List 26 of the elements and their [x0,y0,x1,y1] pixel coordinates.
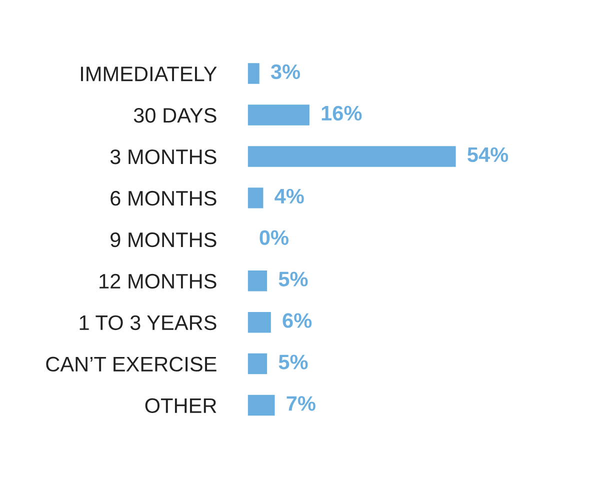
bar [248,394,275,416]
data-label: 5% [278,272,308,286]
bar [248,188,264,208]
bar [248,63,260,84]
y-tick-label: 3 MONTHS [110,149,216,164]
data-label: 16% [322,106,362,121]
y-tick-label: CAN’T EXERCISE [46,356,216,372]
y-tick-label: 1 TO 3 YEARS [80,315,216,330]
data-label: 5% [278,354,308,370]
data-label: 54% [468,147,508,162]
y-tick-label: 30 DAYS [134,108,216,123]
data-label: 3% [270,64,300,80]
bar [248,146,456,167]
bar [248,312,271,333]
bar [248,104,310,126]
data-label: 0% [260,230,288,245]
y-tick-label: IMMEDIATELY [81,66,217,82]
bar [248,353,268,374]
data-label: 4% [274,188,304,204]
y-tick-label: 6 MONTHS [110,190,216,206]
bar [248,270,268,292]
data-label: 6% [282,313,312,328]
y-tick-label: OTHER [145,398,216,414]
data-label: 7% [286,396,316,411]
y-tick-label: 9 MONTHS [110,232,216,248]
y-tick-label: 12 MONTHS [100,274,216,289]
